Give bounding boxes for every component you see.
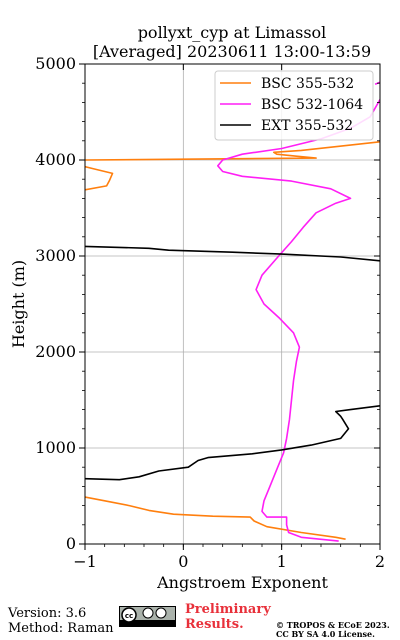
series-line-1: [85, 141, 380, 161]
version-label: Version: 3.6: [8, 606, 87, 621]
chart-title-line2: [Averaged] 20230611 13:00-13:59: [92, 42, 372, 61]
y-tick-label: 3000: [35, 246, 76, 265]
series-line-3: [85, 245, 380, 262]
x-tick-label: 1: [277, 552, 287, 571]
y-tick-label: 5000: [35, 54, 76, 73]
y-tick-label: 1000: [35, 438, 76, 457]
series-line-2: [217, 99, 380, 542]
y-tick-label: 2000: [35, 342, 76, 361]
series-line-1: [85, 165, 114, 191]
legend-label-2: BSC 532-1064: [261, 97, 363, 113]
x-tick-label: 0: [178, 552, 188, 571]
x-tick-label: −1: [73, 552, 97, 571]
y-tick-label: 4000: [35, 150, 76, 169]
preliminary-results-label: Preliminary Results.: [185, 602, 271, 632]
copyright-line2: CC BY SA 4.0 License.: [276, 629, 375, 639]
series-line-3: [85, 405, 380, 481]
copyright-line1: © TROPOS & ECoE 2023.: [276, 620, 390, 630]
chart-title-line1: pollyxt_cyp at Limassol: [137, 23, 327, 42]
legend-label-3: EXT 355-532: [261, 118, 353, 134]
method-label: Method: Raman: [8, 621, 114, 636]
svg-text:cc: cc: [125, 612, 133, 620]
plot-frame: [84, 63, 381, 545]
series-line-1: [85, 496, 346, 540]
cc-by-sa-icon: cc: [119, 606, 176, 627]
x-axis-label: Angstroem Exponent: [156, 573, 328, 592]
y-tick-label: 0: [66, 534, 76, 553]
x-tick-label: 2: [375, 552, 385, 571]
legend-label-1: BSC 355-532: [261, 76, 354, 92]
y-axis-label: Height (m): [9, 260, 28, 348]
legend-box: [214, 70, 374, 141]
